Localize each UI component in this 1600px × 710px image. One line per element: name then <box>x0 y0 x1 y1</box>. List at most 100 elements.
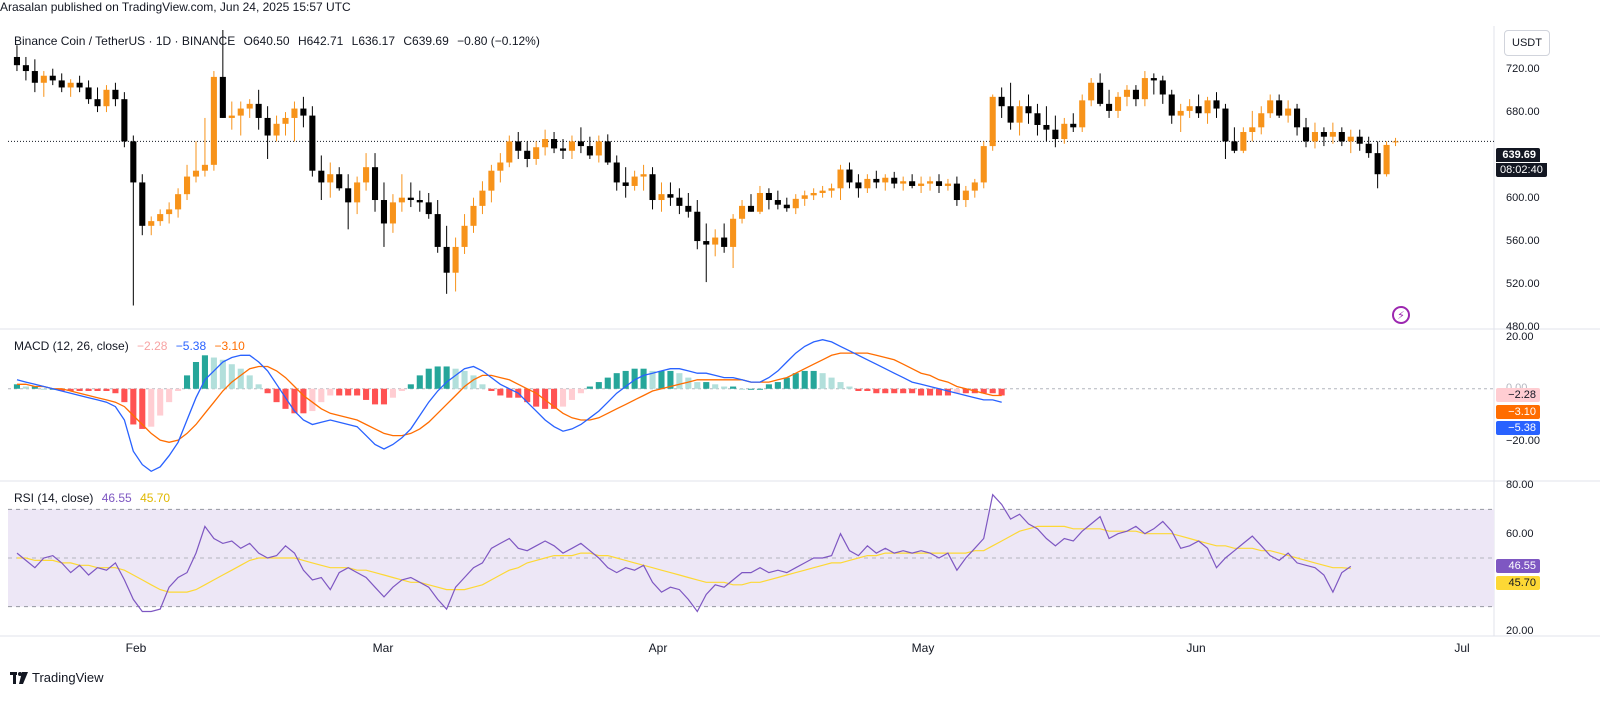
candle-body <box>192 170 200 177</box>
candle-body <box>1097 82 1104 104</box>
candle-body <box>139 182 146 226</box>
candle-body <box>730 218 737 247</box>
candle-body <box>837 169 844 189</box>
candle-body <box>1079 100 1086 128</box>
candle-body <box>524 150 531 159</box>
candle-body <box>94 99 101 107</box>
candle-body <box>112 89 119 100</box>
candle-body <box>667 194 674 198</box>
candle-body <box>336 174 343 189</box>
candle-body <box>765 192 772 201</box>
candle-body <box>846 169 853 183</box>
candle-body <box>640 174 647 177</box>
candle-body <box>604 141 611 163</box>
macd-histogram-bar <box>273 388 280 403</box>
macd-histogram-bar <box>192 362 200 389</box>
macd-histogram-bar <box>568 388 576 400</box>
macd-histogram-bar <box>175 388 182 391</box>
macd-histogram-bar <box>31 386 38 389</box>
candle-body <box>345 188 352 203</box>
macd-histogram-bar <box>837 382 844 389</box>
candle-body <box>1007 106 1014 123</box>
tradingview-logo-icon <box>10 671 28 684</box>
close-value: C639.69 <box>403 34 449 48</box>
tradingview-logo[interactable]: TradingView <box>10 670 104 685</box>
candle-body <box>1338 132 1345 142</box>
candle-body <box>1231 141 1238 151</box>
unit-label: USDT <box>1512 37 1542 49</box>
macd-hist-value: −2.28 <box>137 339 168 353</box>
candle-body <box>712 237 719 245</box>
macd-histogram-bar <box>944 388 951 396</box>
candle-body <box>237 108 244 116</box>
macd-histogram-bar <box>577 388 584 394</box>
candle-body <box>935 181 943 186</box>
macd-histogram-bar <box>586 386 593 389</box>
macd-histogram-bar <box>148 388 155 427</box>
candle-body <box>264 117 271 136</box>
macd-histogram-bar <box>13 384 20 389</box>
candle-body <box>1025 106 1032 114</box>
candle-body <box>452 246 459 273</box>
candle-body <box>31 71 38 83</box>
price-axis-label: 600.00 <box>1506 192 1540 204</box>
flash-icon[interactable]: ⚡ <box>1392 306 1410 324</box>
candle-body <box>130 141 137 183</box>
candle-body <box>389 202 396 224</box>
macd-signal-value: −3.10 <box>214 339 245 353</box>
macd-histogram-bar <box>935 388 943 396</box>
candle-body <box>649 174 656 201</box>
macd-histogram-bar <box>846 386 853 389</box>
candle-body <box>1141 78 1148 100</box>
candle-body <box>1383 144 1390 175</box>
candle-body <box>900 181 907 184</box>
candle-body <box>309 115 316 171</box>
candle-body <box>1061 123 1068 140</box>
candle-body <box>1240 132 1247 151</box>
candle-body <box>40 75 47 83</box>
candle-body <box>58 80 65 88</box>
candle-body <box>67 82 74 88</box>
candle-body <box>998 96 1005 107</box>
macd-histogram-bar <box>649 370 656 389</box>
candle-body <box>1195 106 1202 114</box>
currency-unit-button[interactable]: USDT <box>1504 30 1550 56</box>
candle-body <box>792 198 799 209</box>
price-axis-label: 560.00 <box>1506 235 1540 247</box>
macd-histogram-bar <box>909 388 916 394</box>
candle-body <box>175 194 182 210</box>
candle-body <box>685 205 692 212</box>
low-value: L636.17 <box>351 34 396 48</box>
candle-body <box>166 209 173 215</box>
macd-histogram-bar <box>363 388 370 400</box>
macd-histogram-bar <box>497 388 504 396</box>
macd-histogram-bar <box>533 388 540 407</box>
macd-histogram-bar <box>22 386 29 389</box>
macd-histogram-bar <box>67 388 74 391</box>
candle-body <box>1150 78 1157 81</box>
macd-histogram-bar <box>380 388 388 405</box>
candle-body <box>980 146 987 183</box>
macd-histogram-bar <box>622 370 629 389</box>
macd-histogram-bar <box>470 375 477 389</box>
macd-histogram-bar <box>291 388 298 414</box>
price-axis-label: 520.00 <box>1506 278 1540 290</box>
candle-body <box>1356 136 1363 144</box>
macd-histogram-bar <box>765 384 772 389</box>
price-axis-label: 720.00 <box>1506 63 1540 75</box>
candle-body <box>380 200 388 224</box>
candle-body <box>828 188 835 191</box>
candle-body <box>1311 132 1319 142</box>
macd-line <box>16 339 1002 473</box>
candle-body <box>721 237 728 247</box>
macd-histogram-bar <box>810 370 817 389</box>
macd-histogram-bar <box>139 388 146 429</box>
candle-body <box>273 123 280 136</box>
candle-body <box>855 182 862 189</box>
macd-histogram-bar <box>371 388 379 405</box>
candle-body <box>1285 108 1292 116</box>
macd-histogram-bar <box>694 382 701 389</box>
brand-name: TradingView <box>32 670 104 685</box>
rsi-title: RSI (14, close) <box>14 491 94 505</box>
